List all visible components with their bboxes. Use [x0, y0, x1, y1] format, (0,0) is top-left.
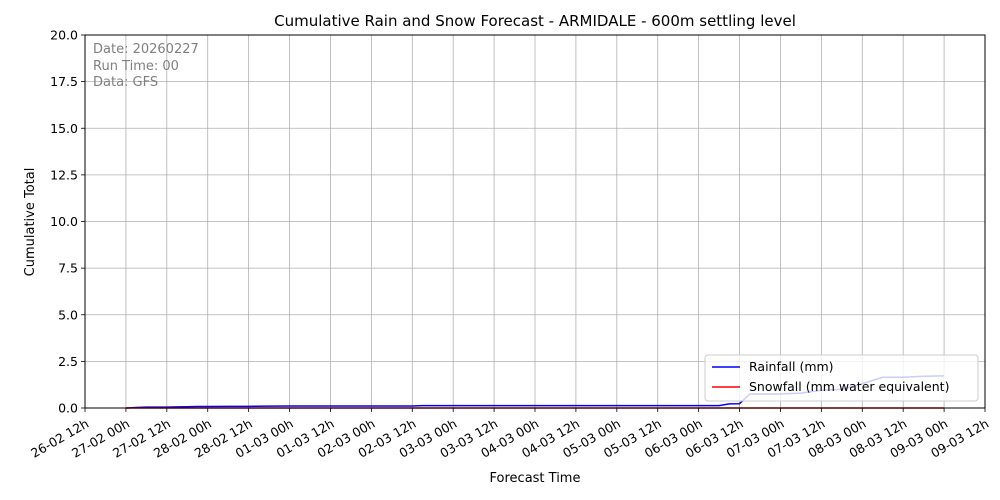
x-axis-label: Forecast Time: [490, 471, 581, 486]
info-run-time: Run Time: 00: [93, 59, 179, 74]
y-tick-label: 17.5: [50, 74, 78, 89]
y-tick-label: 0.0: [58, 401, 78, 416]
y-tick-label: 10.0: [50, 214, 78, 229]
info-box: Date: 20260227 Run Time: 00 Data: GFS: [93, 42, 199, 90]
legend-box: [704, 354, 979, 402]
legend: Rainfall (mm) Snowfall (mm water equival…: [704, 354, 979, 402]
chart-title: Cumulative Rain and Snow Forecast - ARMI…: [274, 12, 796, 30]
y-tick-label: 12.5: [50, 167, 78, 182]
legend-label-rainfall: Rainfall (mm): [749, 359, 834, 374]
y-tick-label: 15.0: [50, 121, 78, 136]
info-data-source: Data: GFS: [93, 75, 158, 90]
y-tick-label: 20.0: [50, 28, 78, 43]
y-axis-ticks: 0.0 2.5 5.0 7.5 10.0 12.5 15.0 17.5 20.0: [50, 28, 85, 416]
y-axis-label: Cumulative Total: [23, 168, 38, 277]
y-tick-label: 5.0: [58, 307, 78, 322]
legend-label-snowfall: Snowfall (mm water equivalent): [749, 379, 949, 394]
y-tick-label: 2.5: [58, 354, 78, 369]
y-tick-label: 7.5: [58, 261, 78, 276]
info-date: Date: 20260227: [93, 42, 199, 57]
